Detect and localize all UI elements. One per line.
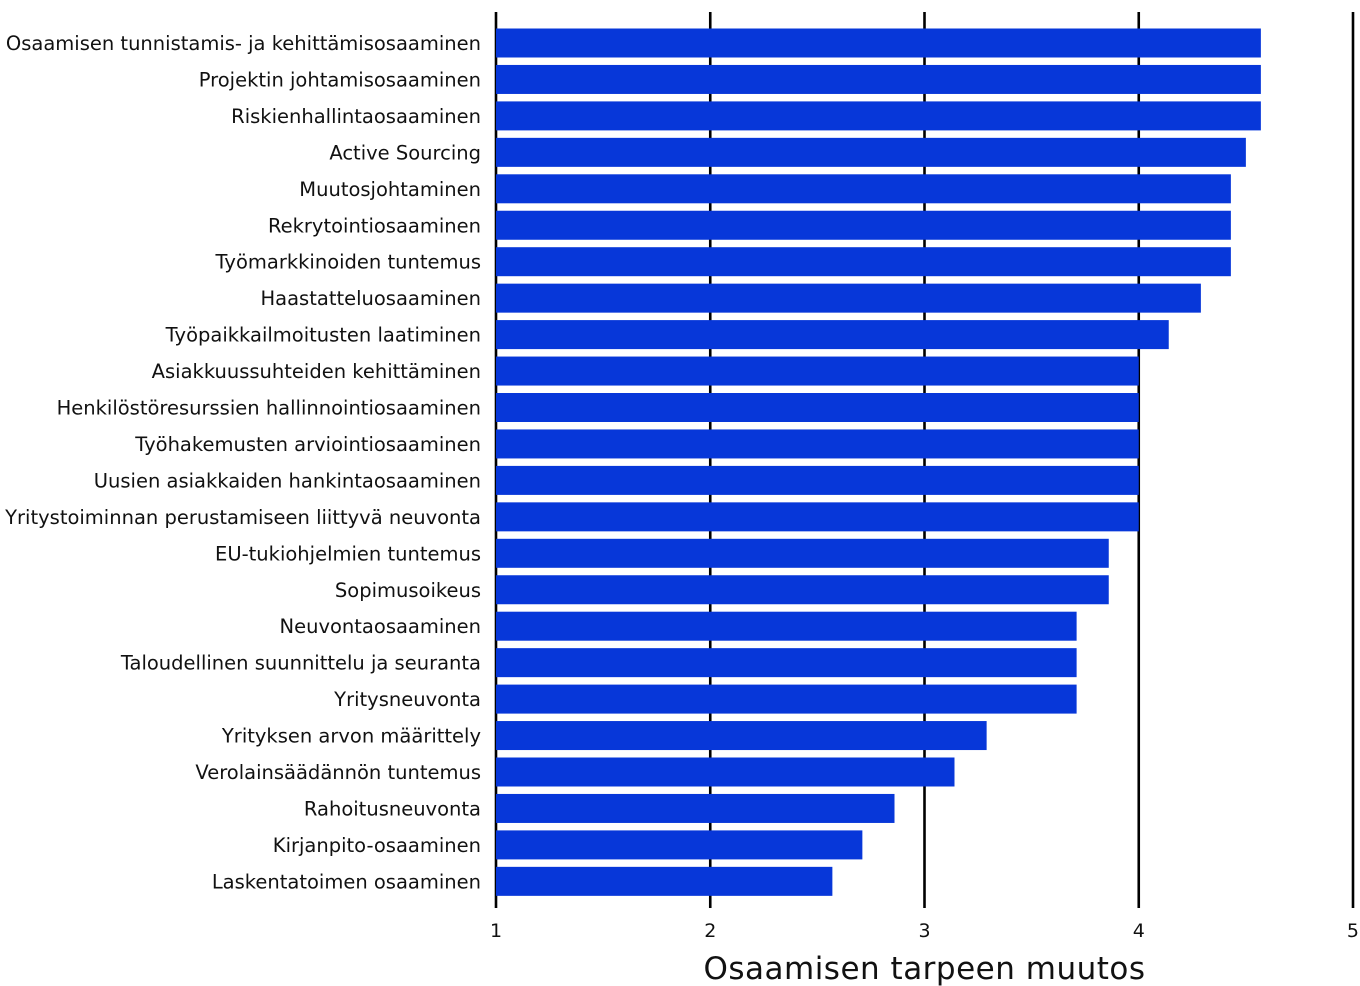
bar-5 (496, 174, 1231, 204)
bar-19 (496, 684, 1077, 714)
bar-13 (496, 465, 1139, 495)
category-label-22: Rahoitusneuvonta (304, 797, 481, 820)
bar-12 (496, 429, 1139, 459)
bar-1 (496, 28, 1261, 58)
x-tick-label-5: 5 (1347, 920, 1359, 942)
category-label-13: Uusien asiakkaiden hankintaosaaminen (94, 469, 481, 492)
bar-23 (496, 830, 863, 860)
category-label-24: Laskentatoimen osaaminen (212, 870, 481, 893)
category-label-23: Kirjanpito-osaaminen (273, 834, 481, 857)
category-label-6: Rekrytointiosaaminen (268, 214, 481, 237)
x-tick-label-2: 2 (704, 920, 716, 942)
x-axis-title: Osaamisen tarpeen muutos (703, 951, 1145, 986)
bar-15 (496, 538, 1109, 568)
category-label-4: Active Sourcing (329, 141, 481, 164)
bar-24 (496, 866, 833, 896)
bar-18 (496, 648, 1077, 678)
category-label-18: Taloudellinen suunnittelu ja seuranta (120, 652, 481, 675)
bar-8 (496, 283, 1201, 313)
category-label-12: Työhakemusten arviointiosaaminen (134, 433, 481, 456)
category-label-21: Verolainsäädännön tuntemus (195, 761, 481, 784)
bar-7 (496, 247, 1231, 277)
category-label-15: EU-tukiohjelmien tuntemus (215, 542, 481, 565)
x-tick-labels: 1 2 3 4 5 (490, 920, 1359, 942)
category-label-17: Neuvontaosaaminen (280, 615, 481, 638)
bar-10 (496, 356, 1139, 386)
bar-20 (496, 721, 987, 751)
category-label-11: Henkilöstöresurssien hallinnointiosaamin… (57, 397, 481, 420)
category-label-20: Yrityksen arvon määrittely (221, 725, 481, 748)
category-label-10: Asiakkuussuhteiden kehittäminen (152, 360, 481, 383)
bar-6 (496, 210, 1231, 240)
bar-3 (496, 101, 1261, 131)
category-labels: Osaamisen tunnistamis- ja kehittämisosaa… (4, 32, 481, 893)
category-label-14: Yritystoiminnan perustamiseen liittyvä n… (4, 506, 481, 529)
bar-17 (496, 611, 1077, 641)
bar-9 (496, 320, 1169, 350)
category-label-1: Osaamisen tunnistamis- ja kehittämisosaa… (6, 32, 481, 55)
x-tick-label-3: 3 (918, 920, 930, 942)
bar-21 (496, 757, 955, 787)
category-label-7: Työmarkkinoiden tuntemus (215, 251, 481, 274)
category-label-16: Sopimusoikeus (335, 579, 481, 602)
category-label-19: Yritysneuvonta (333, 688, 481, 711)
bar-2 (496, 64, 1261, 94)
category-label-8: Haastatteluosaaminen (261, 287, 482, 310)
bar-14 (496, 502, 1139, 532)
category-label-2: Projektin johtamisosaaminen (199, 68, 481, 91)
category-label-5: Muutosjohtaminen (299, 178, 481, 201)
x-tick-label-4: 4 (1133, 920, 1145, 942)
bars (496, 28, 1261, 896)
bar-22 (496, 793, 895, 823)
bar-16 (496, 575, 1109, 605)
category-label-9: Työpaikkailmoitusten laatiminen (165, 324, 481, 347)
bar-4 (496, 137, 1246, 167)
bar-11 (496, 393, 1139, 422)
category-label-3: Riskienhallintaosaaminen (231, 105, 481, 128)
x-tick-label-1: 1 (490, 920, 502, 942)
